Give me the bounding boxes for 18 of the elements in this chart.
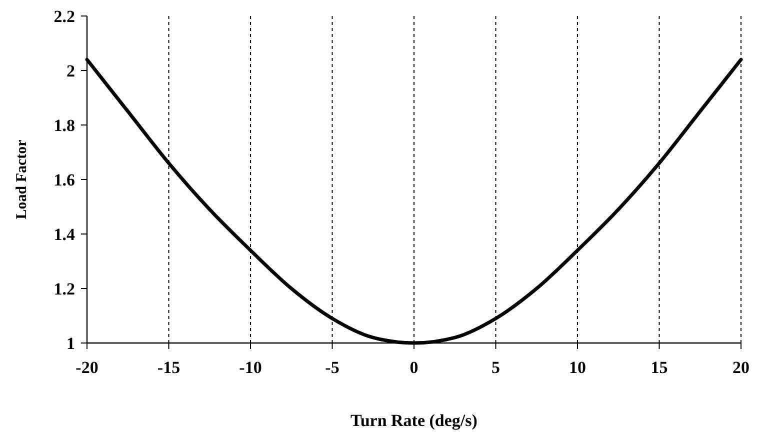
- y-tick-label: 1.2: [54, 279, 75, 298]
- x-tick-label: 0: [410, 358, 418, 377]
- x-tick-label: 20: [732, 358, 750, 377]
- x-tick-label: 5: [492, 358, 500, 377]
- y-tick-label: 1: [66, 334, 75, 353]
- x-tick-label: -5: [325, 358, 340, 377]
- x-tick-label: -15: [157, 358, 180, 377]
- y-axis-title: Load Factor: [14, 139, 30, 220]
- x-tick-label: -10: [239, 358, 262, 377]
- y-tick-label: 1.8: [54, 116, 75, 135]
- x-tick-label: 15: [650, 358, 668, 377]
- y-tick-label: 1.4: [54, 224, 76, 244]
- x-tick-label: 10: [569, 358, 586, 377]
- x-axis-title: Turn Rate (deg/s): [350, 411, 478, 430]
- y-tick-label: 1.6: [54, 170, 75, 190]
- y-tick-label: 2: [66, 61, 75, 80]
- y-tick-label: 2.2: [54, 6, 75, 26]
- x-tick-label: -20: [76, 358, 98, 377]
